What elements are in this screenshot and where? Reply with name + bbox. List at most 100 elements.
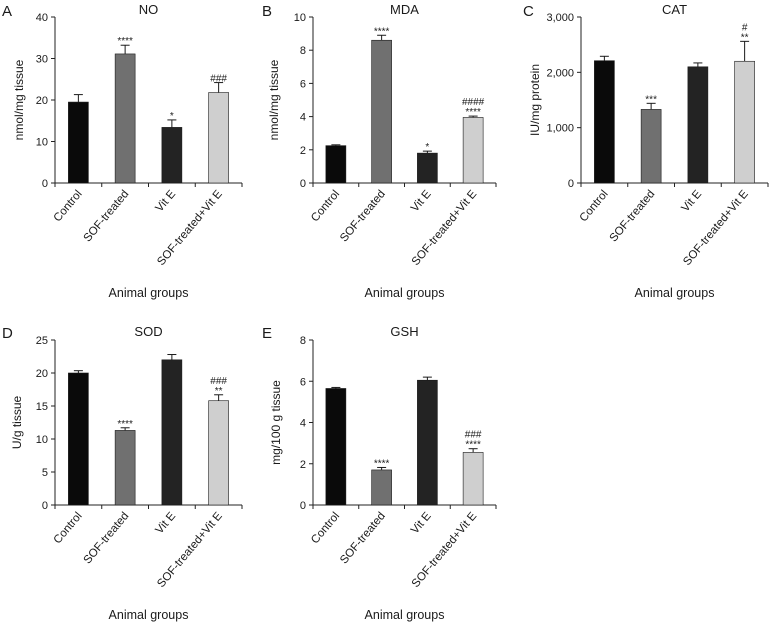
y-tick-label: 0 xyxy=(42,178,48,190)
significance-marker: ** xyxy=(215,386,223,397)
x-category-label: Vit E xyxy=(409,188,434,214)
y-tick-label: 25 xyxy=(36,335,48,347)
x-category-label: Vit E xyxy=(409,510,434,536)
panel-mda: B MDA nmol/mg tissue 0 2 4 6 8 10 Control **** SOF-… xyxy=(262,2,497,300)
bar-gsh-vit-e xyxy=(417,379,438,506)
y-tick-label: 30 xyxy=(36,54,48,66)
x-category-label: SOF-treated xyxy=(82,510,132,566)
y-tick-label: 8 xyxy=(300,335,306,347)
bar-no-sof-treated xyxy=(114,53,136,184)
significance-marker: ### xyxy=(465,430,482,441)
y-tick-label: 4 xyxy=(300,418,306,430)
y-tick-label: 0 xyxy=(300,178,306,190)
x-category-label: SOF-treated xyxy=(338,510,388,566)
significance-marker: **** xyxy=(374,26,390,37)
y-tick-label: 20 xyxy=(36,368,48,380)
y-tick-label: 8 xyxy=(300,45,306,57)
y-tick-label: 40 xyxy=(36,12,48,24)
significance-marker: # xyxy=(742,22,748,33)
bar-cat-sof-treated xyxy=(640,109,662,184)
panel-letter-b: B xyxy=(262,3,272,20)
bar-mda-control xyxy=(325,145,347,184)
bar-gsh-sof-treated xyxy=(371,469,392,506)
chart-title: CAT xyxy=(662,2,687,17)
y-tick-label: 3,000 xyxy=(546,12,574,24)
y-tick-label: 6 xyxy=(300,376,306,388)
x-category-label: SOF-treated xyxy=(82,188,132,244)
bar-no-sof-treated-vit-e xyxy=(208,92,229,184)
y-tick-label: 2 xyxy=(300,145,306,157)
y-tick-label: 20 xyxy=(36,95,48,107)
y-tick-label: 0 xyxy=(568,178,574,190)
bar-mda-vit-e xyxy=(417,152,438,184)
significance-marker: **** xyxy=(374,458,390,469)
x-axis-label: Animal groups xyxy=(365,286,445,300)
y-tick-label: 15 xyxy=(36,401,48,413)
y-axis-label: nmol/mg tissue xyxy=(267,59,281,140)
significance-marker: *** xyxy=(645,94,657,105)
bar-gsh-control xyxy=(325,388,347,506)
x-axis-label: Animal groups xyxy=(635,286,715,300)
significance-marker: **** xyxy=(465,107,481,118)
y-tick-label: 0 xyxy=(300,500,306,512)
bar-cat-vit-e xyxy=(687,66,709,184)
panel-letter-c: C xyxy=(523,3,534,20)
bar-cat-sof-treated-vit-e xyxy=(734,60,755,184)
panel-letter-e: E xyxy=(262,325,272,342)
x-category-label: Vit E xyxy=(154,510,179,536)
y-tick-label: 1,000 xyxy=(546,123,574,135)
y-axis-label: mg/100 g tissue xyxy=(269,380,283,465)
chart-title: SOD xyxy=(134,324,162,339)
y-tick-label: 10 xyxy=(294,12,306,24)
bar-sod-sof-treated-vit-e xyxy=(208,400,229,506)
y-tick-label: 5 xyxy=(42,467,48,479)
chart-title: NO xyxy=(139,2,159,17)
x-category-label: Control xyxy=(52,188,85,224)
panel-sod: D SOD U/g tissue 0 5 10 15 20 25 Control **** SOF-t… xyxy=(2,324,243,622)
x-category-label: Control xyxy=(578,188,611,224)
bar-gsh-sof-treated-vit-e xyxy=(462,452,484,506)
bar-sod-control xyxy=(68,372,89,506)
bar-mda-sof-treated-vit-e xyxy=(462,117,484,184)
significance-marker: ### xyxy=(210,74,227,85)
bar-sod-vit-e xyxy=(161,359,183,506)
panel-letter-d: D xyxy=(2,325,13,342)
x-category-label: Vit E xyxy=(154,188,179,214)
y-axis-label: U/g tissue xyxy=(10,395,24,449)
panel-gsh: E GSH mg/100 g tissue 0 2 4 6 8 Control **** SOF-t… xyxy=(262,324,497,622)
y-tick-label: 10 xyxy=(36,434,48,446)
y-tick-label: 4 xyxy=(300,112,306,124)
x-category-label: SOF-treated xyxy=(338,188,388,244)
bar-sod-sof-treated xyxy=(114,430,136,506)
significance-marker: **** xyxy=(117,419,133,430)
chart-title: MDA xyxy=(390,2,419,17)
significance-marker: ** xyxy=(741,32,749,43)
x-category-label: Vit E xyxy=(680,188,705,214)
significance-marker: **** xyxy=(117,36,133,47)
significance-marker: * xyxy=(170,111,174,122)
bar-no-control xyxy=(68,101,89,184)
y-tick-label: 10 xyxy=(36,137,48,149)
x-category-label: Control xyxy=(52,510,85,546)
significance-marker: * xyxy=(425,142,429,153)
x-category-label: SOF-treated xyxy=(608,188,658,244)
x-category-label: Control xyxy=(309,188,342,224)
bar-mda-sof-treated xyxy=(371,39,392,184)
bar-cat-control xyxy=(594,60,615,184)
y-tick-label: 6 xyxy=(300,78,306,90)
panel-letter-a: A xyxy=(2,3,12,20)
x-axis-label: Animal groups xyxy=(109,286,189,300)
significance-marker: **** xyxy=(465,440,481,451)
x-category-label: Control xyxy=(309,510,342,546)
chart-title: GSH xyxy=(390,324,418,339)
x-axis-label: Animal groups xyxy=(365,608,445,622)
significance-marker: ### xyxy=(210,376,227,387)
y-tick-label: 2,000 xyxy=(546,67,574,79)
y-axis-label: IU/mg protein xyxy=(528,64,542,136)
significance-marker: #### xyxy=(462,97,485,108)
y-tick-label: 2 xyxy=(300,459,306,471)
x-axis-label: Animal groups xyxy=(109,608,189,622)
y-axis-label: nmol/mg tissue xyxy=(12,59,26,140)
y-tick-label: 0 xyxy=(42,500,48,512)
